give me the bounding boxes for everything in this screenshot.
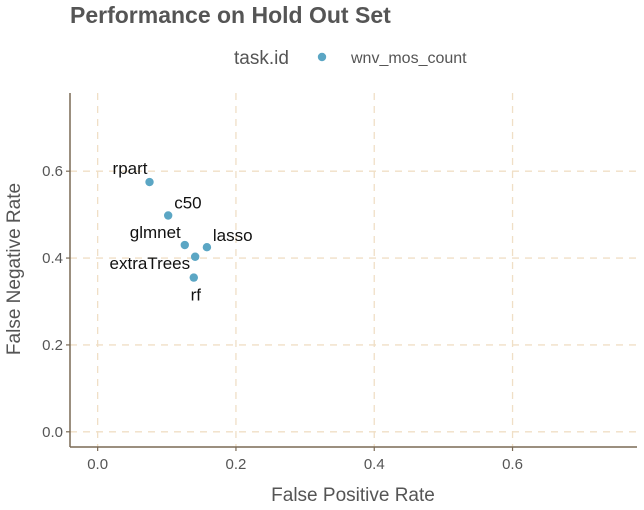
point-label: glmnet: [130, 223, 181, 242]
data-point: [202, 242, 212, 252]
data-point: [190, 252, 200, 261]
point-label: c50: [174, 193, 201, 212]
data-point: [163, 211, 173, 220]
x-tick-label: 0.4: [364, 456, 385, 473]
y-tick-label: 0.2: [42, 337, 63, 354]
grid: [70, 93, 637, 447]
point-label: extraTrees: [110, 254, 191, 273]
data-point: [145, 177, 154, 187]
y-tick-label: 0.4: [42, 250, 63, 267]
chart-title: Performance on Hold Out Set: [70, 2, 391, 28]
point-label: lasso: [213, 226, 253, 245]
point-label: rf: [191, 286, 202, 305]
x-axis-title: False Positive Rate: [271, 485, 435, 506]
x-tick-label: 0.6: [502, 456, 523, 473]
data-points: [145, 177, 212, 282]
data-point: [189, 273, 198, 282]
legend-marker: [317, 52, 327, 62]
point-label: rpart: [113, 159, 148, 178]
legend-title: task.id: [234, 48, 289, 69]
axes: [66, 93, 637, 451]
legend-label: wnv_mos_count: [350, 50, 467, 67]
tick-labels: 0.0 0.2 0.4 0.6 0.0 0.2 0.4 0.6: [42, 163, 523, 473]
legend: task.id wnv_mos_count: [234, 48, 467, 69]
y-tick-label: 0.0: [42, 424, 63, 441]
data-point: [180, 240, 189, 250]
y-tick-label: 0.6: [42, 163, 63, 180]
x-tick-label: 0.2: [226, 456, 247, 473]
y-axis-title: False Negative Rate: [4, 183, 25, 355]
x-tick-label: 0.0: [87, 456, 108, 473]
